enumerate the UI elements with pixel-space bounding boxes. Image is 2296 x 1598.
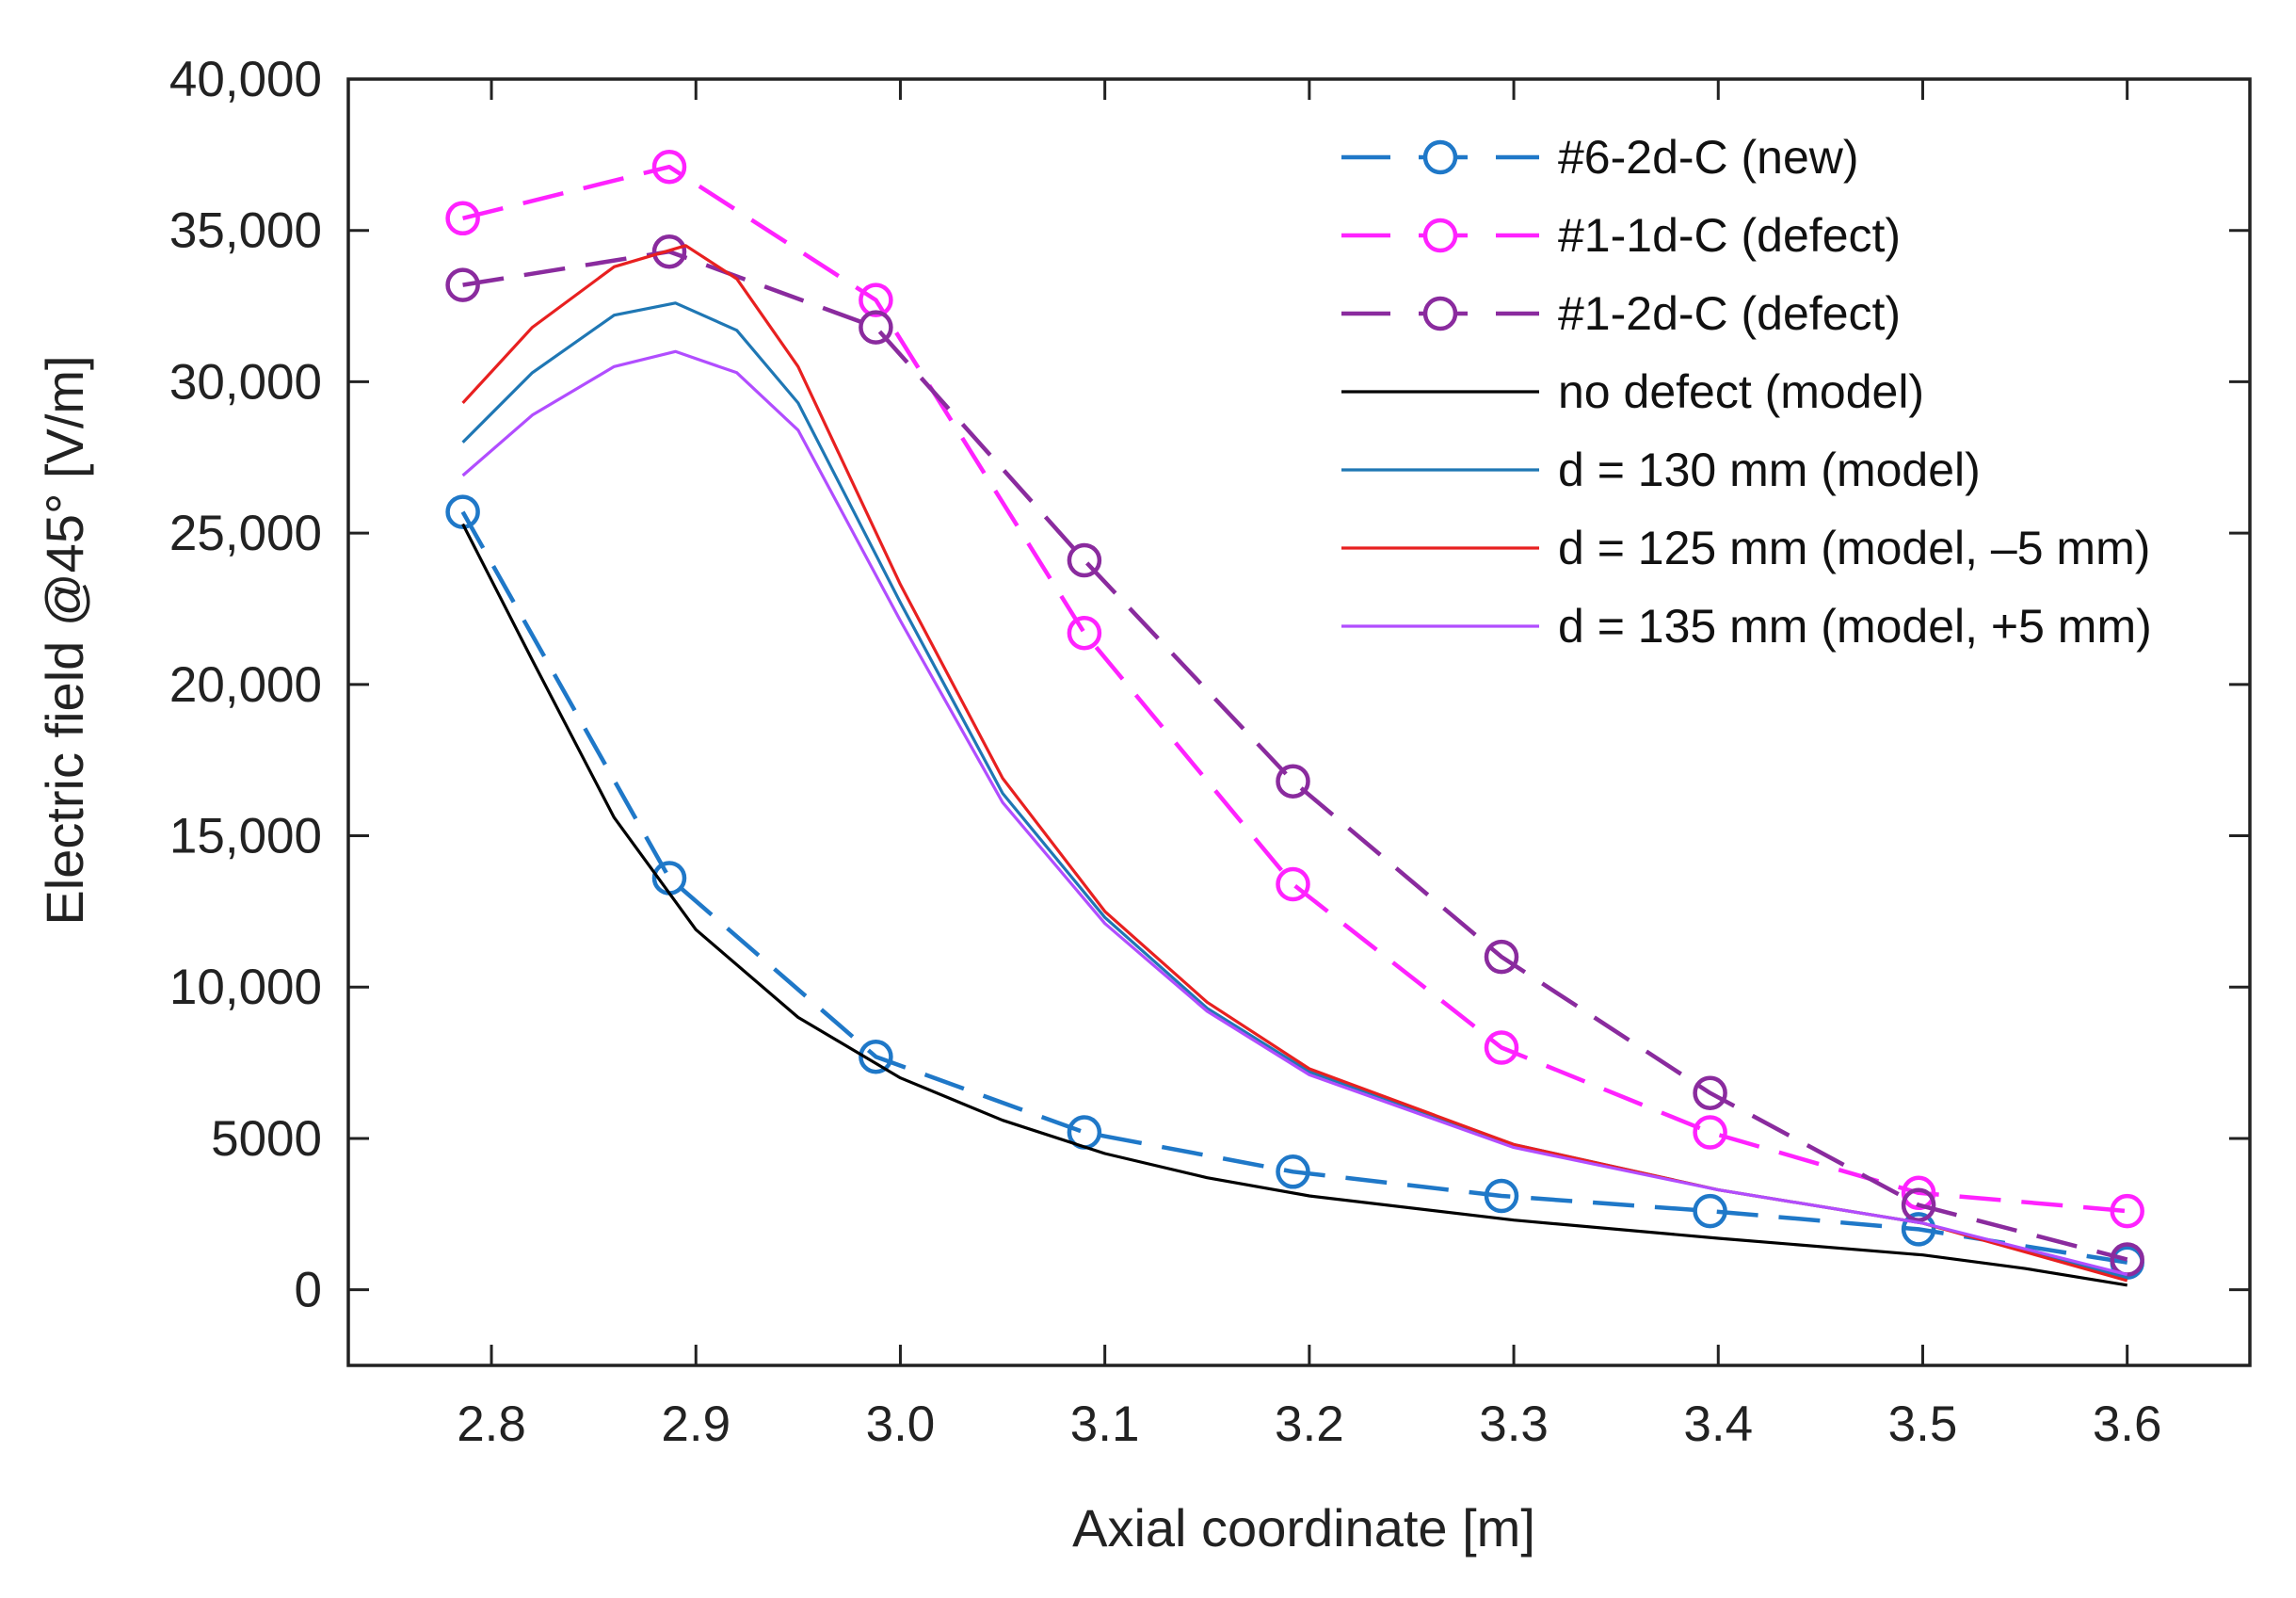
series-1-point-7 bbox=[1901, 1175, 1936, 1211]
series-1-point-1 bbox=[651, 149, 687, 185]
legend-label-4: d = 130 mm (model) bbox=[1558, 444, 1981, 496]
x-tick-label: 3.0 bbox=[866, 1396, 936, 1452]
series-line-6 bbox=[461, 349, 2128, 1277]
legend-marker-2 bbox=[1422, 296, 1458, 331]
series-line-3 bbox=[461, 523, 2127, 1287]
legend-label-1: #1-1d-C (defect) bbox=[1558, 209, 1901, 262]
x-axis-title: Axial coordinate [m] bbox=[1072, 1498, 1535, 1558]
series-1-point-5 bbox=[1484, 1030, 1519, 1065]
x-tick-label: 3.4 bbox=[1683, 1396, 1753, 1452]
series-0-point-7 bbox=[1901, 1212, 1936, 1247]
series-2-point-0 bbox=[445, 267, 480, 302]
y-tick-label: 5000 bbox=[211, 1111, 322, 1167]
plot-background bbox=[348, 79, 2250, 1365]
x-tick-label: 3.6 bbox=[2093, 1396, 2162, 1452]
series-0-point-2 bbox=[859, 1039, 893, 1074]
series-2-point-2 bbox=[859, 310, 893, 345]
series-line-1 bbox=[462, 164, 2127, 1214]
legend-label-0: #6-2d-C (new) bbox=[1558, 131, 1859, 184]
y-tick-label: 15,000 bbox=[169, 809, 322, 864]
series-2-point-3 bbox=[1067, 542, 1102, 578]
series-1-point-4 bbox=[1276, 866, 1310, 902]
legend-marker-1 bbox=[1422, 218, 1458, 253]
x-tick-label: 3.3 bbox=[1479, 1396, 1549, 1452]
legend-label-5: d = 125 mm (model, –5 mm) bbox=[1558, 522, 2150, 574]
series-1-point-3 bbox=[1067, 615, 1102, 651]
series-line-2 bbox=[462, 249, 2128, 1262]
x-tick-label: 3.1 bbox=[1070, 1396, 1140, 1452]
y-tick-label: 30,000 bbox=[169, 354, 322, 410]
y-tick-label: 40,000 bbox=[169, 52, 322, 107]
series-1-point-8 bbox=[2110, 1193, 2144, 1229]
series-0-point-6 bbox=[1693, 1193, 1727, 1229]
plot-area bbox=[348, 79, 2250, 1365]
series-layer bbox=[445, 149, 2144, 1287]
series-2-point-4 bbox=[1276, 764, 1310, 799]
series-1-point-0 bbox=[445, 201, 480, 236]
series-0-point-5 bbox=[1484, 1178, 1519, 1214]
legend-label-3: no defect (model) bbox=[1558, 365, 1924, 418]
y-tick-label: 25,000 bbox=[169, 506, 322, 561]
x-tick-label: 2.8 bbox=[457, 1396, 526, 1452]
series-2-point-1 bbox=[651, 234, 687, 269]
x-tick-label: 3.2 bbox=[1275, 1396, 1344, 1452]
y-tick-label: 10,000 bbox=[169, 960, 322, 1015]
axes-frame bbox=[346, 77, 2252, 1367]
y-axis-title: Electric field @45° [V/m] bbox=[35, 355, 94, 925]
series-2-point-6 bbox=[1693, 1075, 1727, 1110]
legend-marker-0 bbox=[1422, 139, 1458, 175]
y-tick-label: 0 bbox=[295, 1263, 322, 1318]
series-2-point-5 bbox=[1484, 939, 1519, 975]
x-tick-label: 3.5 bbox=[1888, 1396, 1958, 1452]
series-line-0 bbox=[460, 510, 2128, 1265]
series-0-point-4 bbox=[1276, 1154, 1310, 1189]
x-tick-label: 2.9 bbox=[661, 1396, 731, 1452]
legend-label-2: #1-2d-C (defect) bbox=[1558, 287, 1901, 340]
y-tick-label: 20,000 bbox=[169, 657, 322, 713]
legend-label-6: d = 135 mm (model, +5 mm) bbox=[1558, 600, 2152, 653]
series-1-point-6 bbox=[1693, 1115, 1727, 1150]
axes: 2.8 2.9 3.0 3.1 3.2 3.3 3.4 3.5 3.6 0 5000 10,000 15… bbox=[169, 52, 2252, 1452]
series-2-point-7 bbox=[1901, 1187, 1936, 1222]
y-tick-label: 35,000 bbox=[169, 203, 322, 259]
series-1-point-2 bbox=[859, 282, 893, 317]
legend: #6-2d-C (new) #1-1d-C (defect) #1-2d-C (de… bbox=[1341, 131, 2152, 653]
